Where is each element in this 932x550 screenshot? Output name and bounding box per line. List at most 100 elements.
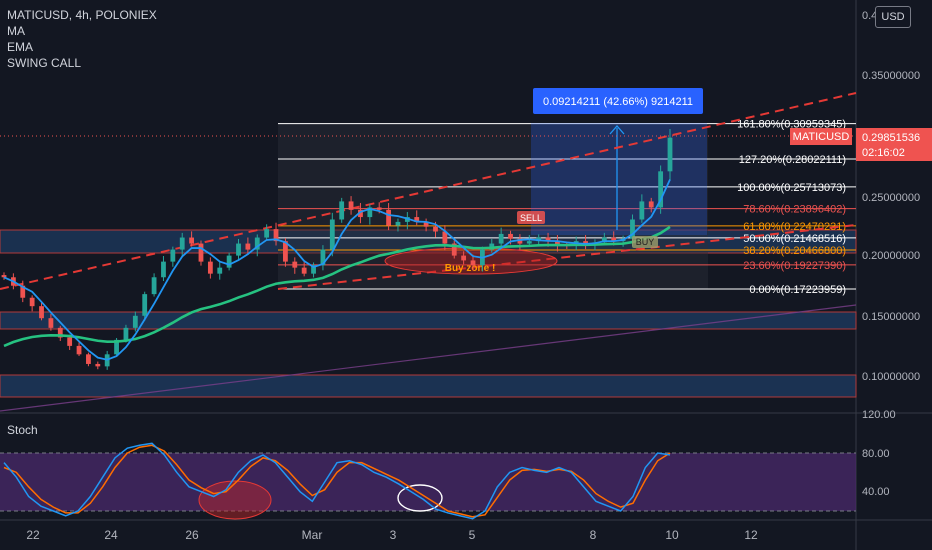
candle-body xyxy=(667,137,673,172)
price-tick: 0.10000000 xyxy=(862,371,920,383)
candle-body xyxy=(29,297,35,307)
candle-body xyxy=(639,201,645,220)
candle-body xyxy=(1,275,7,278)
candle-body xyxy=(433,226,438,232)
candle-body xyxy=(236,243,241,256)
candle-body xyxy=(132,315,138,328)
candle-body xyxy=(273,229,279,242)
candle-body xyxy=(329,219,335,250)
candle-body xyxy=(179,237,185,250)
candle-body xyxy=(508,233,513,239)
candle-body xyxy=(67,337,73,346)
fib-label: 0.00%(0.17223959) xyxy=(749,284,846,296)
candle-body xyxy=(20,285,26,298)
measure-label-box xyxy=(533,88,703,114)
fib-label: 50.00%(0.21468516) xyxy=(743,233,846,245)
candle-body xyxy=(198,243,204,262)
candle-body xyxy=(283,241,288,262)
candle-body xyxy=(395,221,401,226)
price-tick: 0.35000000 xyxy=(862,70,920,82)
candle-body xyxy=(123,327,129,340)
time-tick: 24 xyxy=(104,528,118,542)
candle-body xyxy=(311,265,316,274)
candle-body xyxy=(151,277,157,295)
measure-label: 0.09214211 (42.66%) 9214211 xyxy=(543,96,693,108)
time-tick: 3 xyxy=(390,528,397,542)
stoch-d-line xyxy=(3,444,671,518)
candle-body xyxy=(451,243,457,256)
candle-body xyxy=(461,255,467,261)
candle-body xyxy=(264,229,270,238)
candle-body xyxy=(611,237,617,242)
price-tick: 0.25000000 xyxy=(862,192,920,204)
candle-body xyxy=(386,209,391,226)
candle-body xyxy=(114,339,119,355)
ema-line xyxy=(3,225,671,348)
current-price-tag xyxy=(856,128,932,161)
fib-label: 23.60%(0.19227390) xyxy=(743,260,846,272)
current-price-symbol-tag xyxy=(790,128,852,145)
candle-body xyxy=(57,327,63,338)
candle-body xyxy=(358,209,363,218)
indicator-swing-call[interactable]: SWING CALL xyxy=(7,56,82,70)
candle-body xyxy=(423,221,429,227)
sell-tag-label: SELL xyxy=(520,213,542,223)
time-axis: 22 24 26 Mar 3 5 8 10 12 xyxy=(26,528,758,542)
candle-body xyxy=(76,345,82,355)
candle-body xyxy=(48,318,54,328)
current-price-value: 0.29851536 xyxy=(862,132,920,144)
stoch-title[interactable]: Stoch xyxy=(7,423,38,437)
channel-upper-line xyxy=(0,92,857,290)
chart-legend: MATICUSD, 4h, POLONIEX MA EMA SWING CALL xyxy=(7,7,157,71)
buy-tag xyxy=(632,236,658,248)
stoch-k-line xyxy=(3,442,671,520)
stoch-oversold-ellipse xyxy=(198,480,272,520)
candle-body xyxy=(86,354,91,364)
candle-body xyxy=(226,255,232,268)
candle-body xyxy=(39,306,44,319)
long-trend-line xyxy=(0,304,857,412)
sell-tag xyxy=(517,211,545,224)
stoch-axis: 120.00 80.00 40.00 xyxy=(862,409,896,498)
candle-body xyxy=(555,241,560,245)
time-tick: 8 xyxy=(590,528,597,542)
candle-body xyxy=(339,201,345,220)
price-axis: 0.4 0.35000000 0.25000000 0.20000000 0.1… xyxy=(862,10,920,383)
measure-box xyxy=(531,123,707,235)
time-tick: 26 xyxy=(185,528,199,542)
price-tick: 0.15000000 xyxy=(862,311,920,323)
fib-label: 78.60%(0.23896402) xyxy=(743,204,846,216)
candle-body xyxy=(526,241,532,244)
channel-lower-line xyxy=(277,224,857,290)
candle-body xyxy=(245,243,251,250)
candle-body xyxy=(189,237,195,244)
candle-body xyxy=(348,201,354,210)
indicator-ema[interactable]: EMA xyxy=(7,40,34,54)
candle-body xyxy=(517,238,523,244)
stoch-band-fill xyxy=(0,453,856,511)
measure-arrow-head xyxy=(609,125,625,135)
candle-body xyxy=(170,249,176,262)
stoch-highlight-ellipse xyxy=(397,484,443,512)
symbol-title[interactable]: MATICUSD, 4h, POLONIEX xyxy=(7,8,157,22)
time-tick: 12 xyxy=(744,528,758,542)
time-tick: 22 xyxy=(26,528,40,542)
indicator-ma[interactable]: MA xyxy=(7,24,25,38)
candle-body xyxy=(376,207,382,210)
currency-button[interactable]: USD xyxy=(875,6,911,28)
candle-body xyxy=(648,201,654,208)
buy-tag-label: BUY xyxy=(636,237,655,247)
time-tick: Mar xyxy=(302,528,323,542)
candle-body xyxy=(601,237,607,243)
stoch-tick: 80.00 xyxy=(862,448,890,460)
candle-body xyxy=(658,171,664,208)
fib-label: 161.80%(0.30959345) xyxy=(737,119,846,131)
candle-body xyxy=(367,207,373,218)
candle-body xyxy=(320,249,326,266)
support-resistance-zones xyxy=(0,229,857,398)
fib-label: 100.00%(0.25713073) xyxy=(737,182,846,194)
candle-body xyxy=(442,231,448,244)
candle-body xyxy=(583,241,588,244)
candle-body xyxy=(470,260,476,266)
